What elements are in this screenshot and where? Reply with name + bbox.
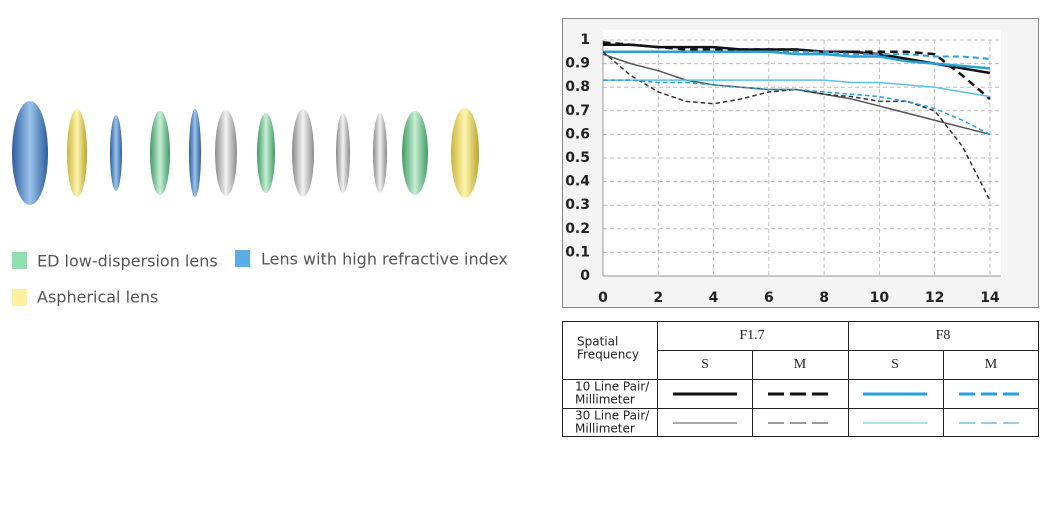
sub-header: S (891, 357, 899, 372)
row-label: 10 Line Pair/ (575, 380, 650, 394)
legend-label: Aspherical lens (37, 288, 158, 307)
table-corner: Spatial (577, 335, 618, 349)
legend-swatch (12, 289, 27, 306)
x-tick-label: 0 (598, 290, 608, 306)
lens (451, 108, 479, 198)
y-tick-label: 0.5 (565, 150, 590, 166)
lens (292, 109, 314, 197)
legend-swatch (12, 252, 27, 269)
row-label: 30 Line Pair/ (575, 409, 650, 423)
sub-header: M (794, 357, 807, 372)
sub-header: M (985, 357, 998, 372)
y-tick-label: 0.3 (565, 197, 590, 213)
lens (110, 115, 122, 191)
series-line (603, 79, 991, 98)
x-tick-label: 12 (925, 290, 944, 306)
series-line (602, 41, 991, 100)
y-tick-label: 0.7 (565, 103, 590, 119)
x-tick-label: 4 (709, 290, 719, 306)
lens (402, 111, 428, 195)
legend-label: ED low-dispersion lens (37, 252, 218, 271)
chart: 00.10.20.30.40.50.60.70.80.910 2 4 6 8 10 12 14 (565, 32, 1001, 306)
y-tick-label: 0.8 (565, 79, 590, 95)
x-tick-label: 2 (653, 290, 663, 306)
lens (257, 113, 275, 193)
y-tick-label: 0.2 (565, 221, 590, 237)
row-label: Millimeter (575, 393, 635, 407)
series-line (602, 53, 991, 136)
sub-header: S (701, 357, 709, 372)
lens (150, 111, 170, 195)
lens-diagram (12, 101, 479, 205)
plot-area (603, 30, 1001, 276)
legend-swatch (235, 250, 250, 267)
series-line (602, 51, 991, 201)
legend-table (562, 321, 1039, 437)
series-line (603, 79, 991, 136)
lens (215, 110, 237, 196)
table-corner: Frequency (577, 348, 639, 362)
series-line (603, 50, 991, 60)
lens (67, 109, 87, 197)
x-tick-label: 10 (870, 290, 890, 306)
y-tick-label: 0.1 (565, 244, 590, 260)
y-tick-label: 0.4 (565, 174, 590, 190)
y-tick-label: 0.6 (565, 126, 590, 142)
row-label: Millimeter (575, 422, 635, 436)
y-tick-label: 0.9 (565, 56, 590, 72)
lens (12, 101, 48, 205)
x-tick-label: 8 (819, 290, 829, 306)
x-tick-label: 6 (764, 290, 774, 306)
lens (189, 109, 201, 197)
lens (373, 113, 387, 193)
legend-label: Lens with high refractive index (261, 250, 508, 269)
y-tick-label: 0 (580, 268, 590, 284)
aperture-header: F1.7 (739, 328, 764, 343)
x-tick-label: 14 (980, 290, 1000, 306)
aperture-header: F8 (936, 328, 951, 343)
lens (336, 113, 350, 193)
y-tick-label: 1 (580, 32, 590, 48)
